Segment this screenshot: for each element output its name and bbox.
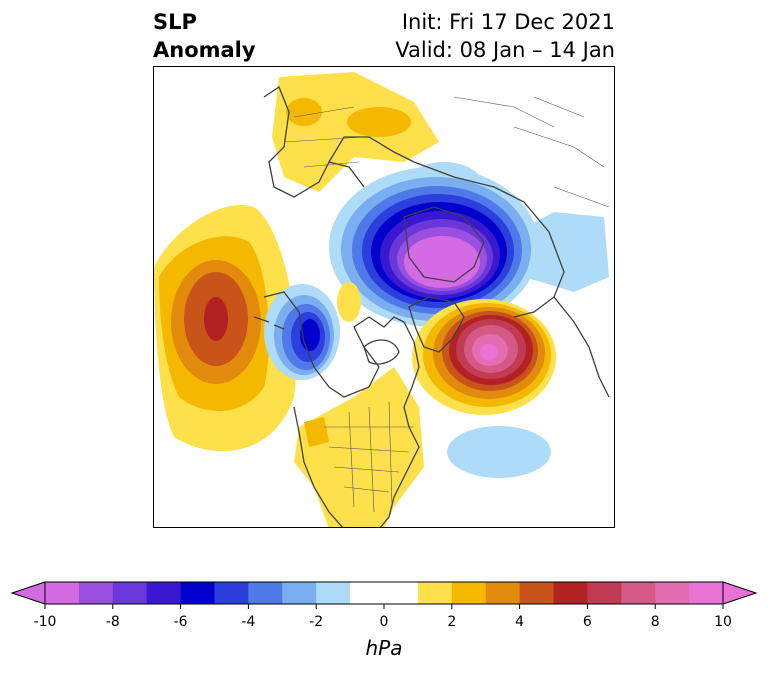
colorbar-segment [451, 582, 487, 604]
asia-east-coast [553, 296, 610, 398]
colorbar-segment [112, 582, 148, 604]
title-line-1: SLP [153, 10, 197, 34]
arctic-islands [403, 206, 485, 283]
europe-coast [263, 86, 365, 198]
colorbar-segment [621, 582, 656, 604]
north-america-coast [263, 291, 420, 527]
siberia-coast [413, 161, 565, 318]
colorbar-tick-label: 2 [447, 614, 457, 630]
valid-range: Valid: 08 Jan – 14 Jan [395, 38, 615, 62]
colorbar-segment [214, 582, 249, 604]
colorbar-tick-label: 8 [650, 614, 660, 630]
colorbar-segment [689, 582, 724, 604]
hudson-bay [363, 339, 400, 365]
colorbar-unit: hPa [365, 636, 403, 660]
date-info: Init: Fri 17 Dec 2021 Valid: 08 Jan – 14… [395, 8, 615, 64]
colorbar-tick-label: -10 [33, 614, 57, 630]
colorbar-segment [417, 582, 453, 604]
colorbar-segment [282, 582, 317, 604]
anomaly-europe-positive [272, 72, 439, 192]
colorbar-segment [655, 582, 690, 604]
colorbar-segment [485, 582, 521, 604]
colorbar-tick-label: 0 [379, 614, 389, 630]
colorbar-segment [316, 582, 351, 604]
colorbar-tick-label: -2 [309, 614, 324, 630]
colorbar [10, 581, 758, 609]
colorbar-segment [45, 582, 80, 604]
scandinavia-coast [328, 136, 415, 163]
colorbar-tick-label: 10 [714, 614, 732, 630]
borders [283, 96, 610, 513]
colorbar-under-arrow [10, 581, 46, 605]
colorbar-tick-label: -8 [105, 614, 120, 630]
colorbar-tick-label: 6 [582, 614, 592, 630]
colorbar-over-arrow [722, 581, 758, 605]
colorbar-tick-label: 4 [515, 614, 525, 630]
title-line-2: Anomaly [153, 38, 256, 62]
colorbar-segment [248, 582, 283, 604]
aleutians [253, 316, 285, 330]
anomaly-pacific-high [154, 205, 297, 452]
anomaly-arctic-low [329, 167, 539, 327]
anomaly-small-positive [337, 282, 361, 322]
colorbar-segment [519, 582, 554, 604]
anomaly-atlantic-high [412, 299, 556, 415]
colorbar-segment [78, 582, 114, 604]
colorbar-segment [350, 582, 385, 604]
anomaly-atlantic-negative [447, 426, 551, 478]
map-title: SLP Anomaly [153, 8, 256, 64]
colorbar-tick-label: -4 [241, 614, 256, 630]
map-svg [154, 72, 610, 527]
colorbar-segment [180, 582, 215, 604]
coastlines [253, 86, 610, 527]
anomaly-map [153, 66, 615, 528]
colorbar-segment [146, 582, 182, 604]
colorbar-segment [553, 582, 588, 604]
init-date: Init: Fri 17 Dec 2021 [401, 10, 615, 34]
colorbar-tick-label: -6 [173, 614, 188, 630]
greenland-coast [408, 296, 465, 353]
colorbar-segment [587, 582, 622, 604]
west-coast-us [293, 406, 344, 527]
colorbar-segment [384, 582, 419, 604]
